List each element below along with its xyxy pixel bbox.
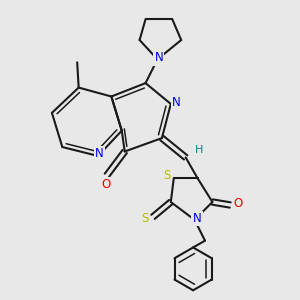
Text: S: S	[164, 169, 171, 182]
Text: N: N	[193, 212, 201, 225]
Text: N: N	[95, 147, 104, 160]
Text: O: O	[102, 178, 111, 191]
Text: O: O	[233, 197, 242, 210]
Text: N: N	[154, 51, 163, 64]
Text: N: N	[172, 96, 181, 109]
Text: H: H	[195, 145, 203, 155]
Text: S: S	[141, 212, 148, 225]
